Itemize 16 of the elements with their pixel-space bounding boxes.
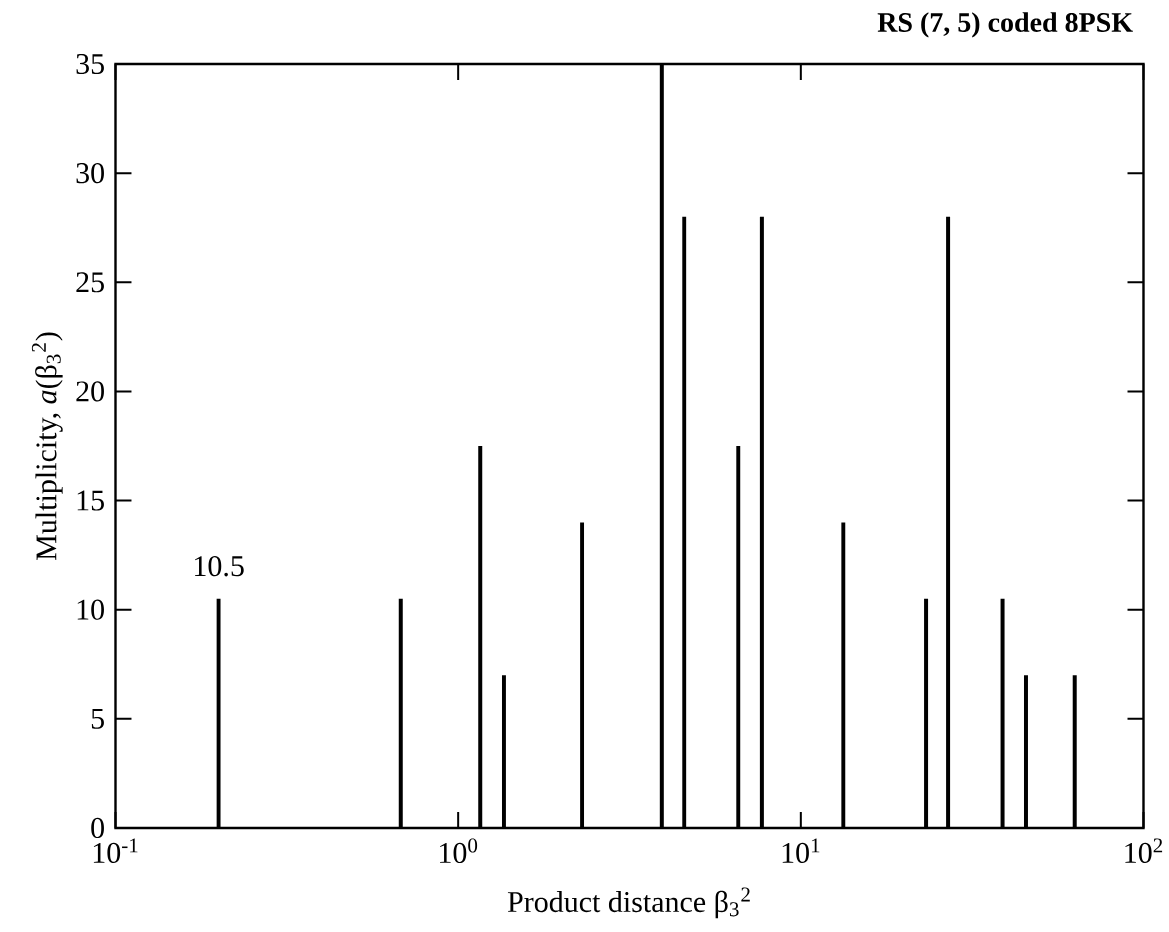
y-tick-label: 5 xyxy=(91,708,104,729)
x-tick-label: 10$^{1}$ xyxy=(782,838,820,863)
y-tick-label: 35 xyxy=(76,53,104,75)
chart-title: RS (7, 5) coded 8PSK xyxy=(877,12,1133,38)
x-tick-label: 10$^{-1}$ xyxy=(93,838,138,863)
y-tick-label: 0 xyxy=(91,817,104,839)
y-tick-label: 25 xyxy=(76,272,104,293)
y-tick-label: 20 xyxy=(76,381,104,402)
x-axis-title: Product distance β$_{3}$2 xyxy=(507,887,750,919)
annotation: 10.5 xyxy=(195,556,244,577)
y-tick-label: 30 xyxy=(76,163,104,184)
y-tick-label: 15 xyxy=(77,490,104,511)
y-axis-title: Multiplicity, a(β$_{3}$$^{2}$) xyxy=(31,332,63,560)
x-tick-label: 10$^{2}$ xyxy=(1125,838,1163,864)
x-tick-label: 10$^{0}$ xyxy=(440,838,478,864)
y-tick-label: 10 xyxy=(77,599,104,620)
